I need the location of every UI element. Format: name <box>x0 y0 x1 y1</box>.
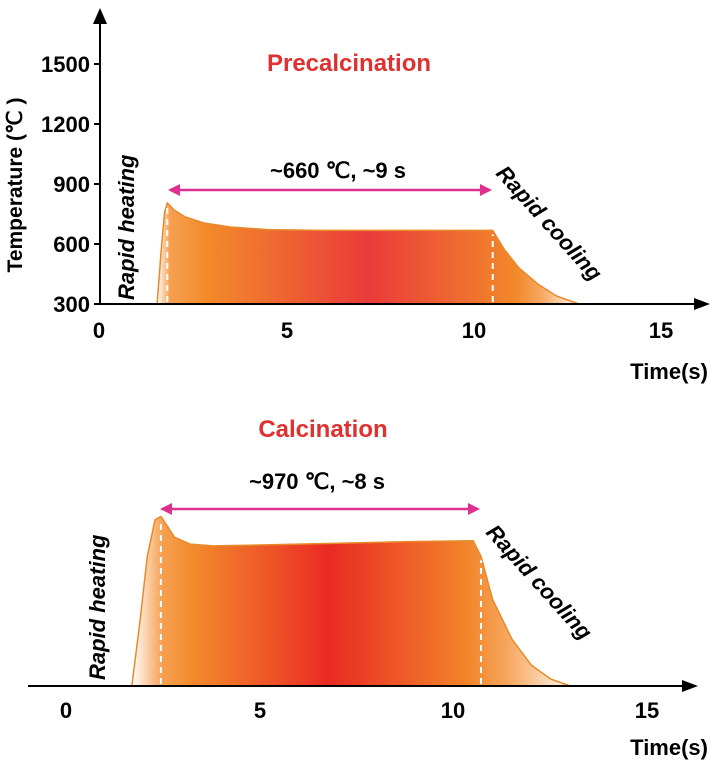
precalcination-chart: Precalcination Temperature (℃ ) Time(s) … <box>4 8 710 384</box>
rapid-heating-label: Rapid heating <box>85 534 110 680</box>
hold-annotation: ~660 ℃, ~9 s <box>270 158 406 183</box>
x-tick-label: 0 <box>93 318 105 343</box>
temperature-area <box>131 516 571 686</box>
hold-duration-arrow <box>168 184 492 196</box>
y-tick-label: 1500 <box>41 52 90 77</box>
x-tick-label: 10 <box>441 698 465 723</box>
precalcination-title: Precalcination <box>267 50 431 77</box>
arrow-head-right <box>468 503 480 515</box>
x-ticks: 0 5 10 15 <box>60 698 659 723</box>
x-tick-label: 0 <box>60 698 72 723</box>
x-tick-label: 15 <box>649 318 673 343</box>
y-tick-label: 900 <box>53 172 90 197</box>
x-axis-label: Time(s) <box>630 359 708 384</box>
y-ticks: 300 600 900 1200 1500 <box>41 52 100 317</box>
arrow-head-left <box>160 503 172 515</box>
arrow-head-left <box>168 184 180 196</box>
rapid-heating-label: Rapid heating <box>114 154 139 300</box>
temperature-curve <box>156 201 580 305</box>
x-ticks: 0 5 10 15 <box>93 318 673 343</box>
y-tick-label: 300 <box>53 292 90 317</box>
y-tick-label: 600 <box>53 232 90 257</box>
x-tick-label: 10 <box>462 318 486 343</box>
hold-duration-arrow <box>160 503 480 515</box>
x-axis-arrowhead <box>682 680 698 692</box>
arrow-head-right <box>480 184 492 196</box>
x-axis-arrowhead <box>694 298 710 310</box>
x-tick-label: 5 <box>254 698 266 723</box>
y-axis-arrowhead <box>93 8 107 24</box>
x-tick-label: 15 <box>635 698 659 723</box>
x-axis-label: Time(s) <box>630 735 708 760</box>
temperature-curve <box>131 515 571 687</box>
calcination-title: Calcination <box>258 416 387 443</box>
hold-annotation: ~970 ℃, ~8 s <box>249 469 385 494</box>
calcination-chart: Calcination Time(s) 0 5 10 15 ~970 ℃, ~8… <box>28 416 708 760</box>
y-axis-label: Temperature (℃ ) <box>4 98 27 273</box>
temperature-area <box>157 203 579 304</box>
y-tick-label: 1200 <box>41 112 90 137</box>
x-tick-label: 5 <box>281 318 293 343</box>
